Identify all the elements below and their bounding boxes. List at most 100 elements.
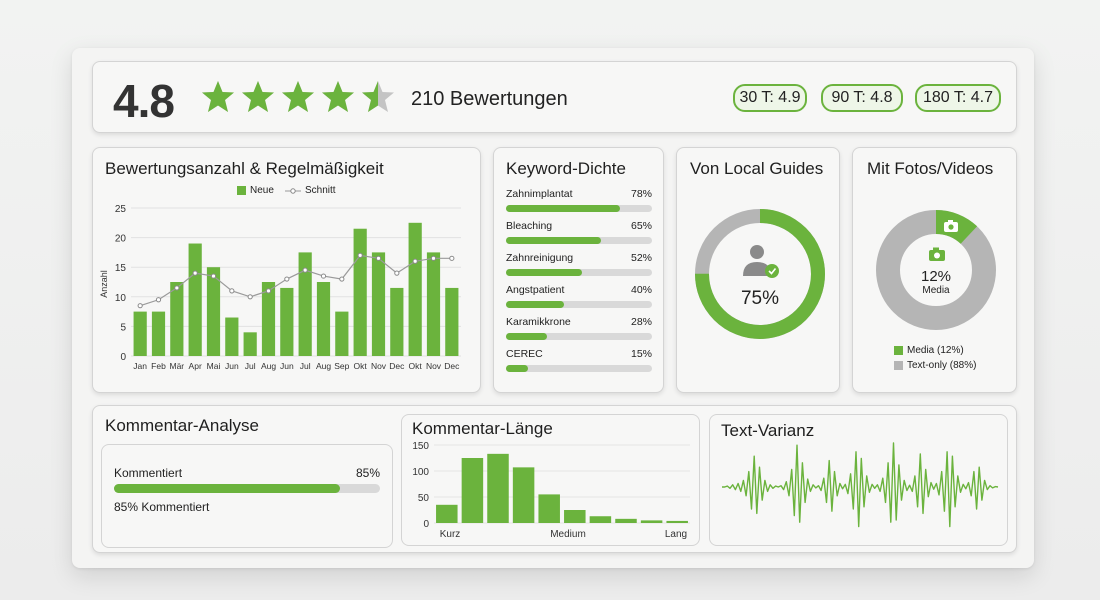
x-tick-label: Dec — [389, 361, 405, 371]
camera-icon — [929, 247, 945, 261]
y-tick-label: 0 — [423, 519, 429, 530]
waveform-line — [722, 442, 999, 528]
bar — [298, 252, 312, 356]
bar — [280, 287, 294, 356]
x-tick-label: Jan — [133, 361, 147, 371]
legend-text-only: Text-only (88%) — [894, 360, 976, 371]
average-point — [394, 270, 400, 276]
panel-title: Kommentar-Analyse — [105, 416, 260, 435]
x-tick-label: Kurz — [440, 529, 461, 540]
legend-label-line: Schnitt — [305, 185, 336, 196]
keyword-fill — [506, 301, 565, 308]
media-center-value: 12% — [920, 268, 952, 285]
x-tick-label: Lang — [665, 529, 687, 540]
donut-value-arc — [876, 210, 996, 330]
average-point — [210, 273, 217, 279]
star-fill — [242, 81, 274, 112]
y-tick-label: 5 — [120, 322, 126, 333]
keyword-track — [506, 269, 652, 276]
keyword-track — [506, 333, 652, 340]
bar — [335, 311, 349, 356]
bar — [133, 311, 147, 356]
keyword-label: Zahnimplantat — [506, 188, 573, 200]
average-point — [430, 255, 437, 261]
local-guides-value: 75% — [740, 288, 780, 309]
average-point — [229, 288, 235, 294]
x-tick-label: Nov — [371, 361, 387, 371]
y-tick-label: 50 — [418, 493, 430, 504]
media-donut — [876, 210, 996, 330]
average-point — [192, 270, 198, 276]
keyword-fill — [506, 237, 601, 244]
period-30-badge[interactable]: 30 T: 4.9 — [733, 84, 807, 112]
keyword-fill — [506, 205, 620, 212]
y-tick-label: 10 — [115, 293, 127, 304]
bar — [512, 467, 535, 523]
keyword-track — [506, 237, 652, 244]
legend-line: Schnitt — [285, 185, 336, 196]
x-tick-label: Medium — [550, 529, 586, 540]
keyword-panel: Keyword-Dichte Zahnimplantat 78% Bleaching… — [493, 147, 664, 393]
star-fill — [282, 81, 314, 112]
bar — [426, 252, 441, 356]
camera-icon — [944, 220, 958, 232]
keyword-track — [506, 205, 652, 212]
x-tick-label: Okt — [409, 361, 423, 371]
bar — [261, 282, 276, 356]
legend-label-media: Media (12%) — [907, 345, 964, 356]
review-count-chart: 0 5 10 15 20 25 Anzahl Jan Feb Mär Apr Mai Jun Jul Aug… — [99, 204, 461, 371]
keyword-pct: 52% — [630, 252, 652, 264]
comment-caption: 85% Kommentiert — [114, 500, 210, 514]
text-variance-panel: Text-Varianz — [709, 414, 1008, 546]
media-center-label: Media — [922, 285, 950, 296]
x-tick-label: Apr — [189, 361, 202, 371]
panel-title: Bewertungsanzahl & Regelmäßigkeit — [105, 159, 384, 178]
average-point — [265, 288, 272, 294]
comment-label: Kommentiert — [114, 466, 183, 480]
x-tick-label: Okt — [354, 361, 368, 371]
legend-media: Media (12%) — [894, 345, 964, 356]
rating-header: 4.8 210 Bewertungen 30 T: 4.9 90 T: 4.8 … — [92, 61, 1017, 133]
bar — [225, 317, 239, 356]
bar — [487, 453, 509, 523]
y-tick-label: 15 — [115, 263, 127, 274]
local-guides-panel: Von Local Guides 75% — [676, 147, 840, 393]
keyword-pct: 28% — [630, 316, 652, 328]
bar — [390, 287, 404, 356]
bar — [353, 228, 367, 356]
period-90-badge[interactable]: 90 T: 4.8 — [821, 84, 903, 112]
keyword-fill — [506, 365, 528, 372]
bar — [170, 282, 184, 356]
period-180-badge[interactable]: 180 T: 4.7 — [915, 84, 1001, 112]
average-point — [339, 276, 345, 282]
donut-value-arc — [695, 209, 825, 339]
x-tick-label: Jul — [245, 361, 256, 371]
bar — [436, 504, 458, 523]
keyword-label: Karamikkrone — [506, 316, 571, 328]
x-tick-label: Mai — [207, 361, 221, 371]
y-tick-label: 0 — [120, 352, 126, 363]
x-tick-label: Nov — [426, 361, 442, 371]
comment-analysis-card: Kommentiert 85% 85% Kommentiert — [101, 444, 393, 548]
user-badge-icon — [743, 245, 779, 278]
average-point — [174, 285, 180, 291]
y-tick-label: 20 — [115, 234, 127, 245]
bar — [243, 332, 257, 356]
y-tick-label: 25 — [115, 204, 127, 215]
comment-progress-track — [114, 484, 380, 493]
panel-title: Keyword-Dichte — [506, 159, 626, 178]
comment-length-chart: 0 50 100 150 Kurz Medium Lang — [412, 441, 690, 540]
bar — [615, 518, 637, 523]
x-tick-label: Jun — [280, 361, 294, 371]
keyword-pct: 15% — [630, 348, 652, 360]
keyword-label: CEREC — [506, 348, 543, 360]
bar — [206, 267, 221, 356]
bar — [371, 252, 386, 356]
bar — [538, 494, 560, 523]
average-point — [449, 255, 455, 261]
star-icon — [202, 81, 234, 112]
panel-title: Mit Fotos/Videos — [867, 159, 994, 178]
average-point — [302, 267, 308, 273]
average-point — [375, 255, 382, 261]
keyword-track — [506, 301, 652, 308]
